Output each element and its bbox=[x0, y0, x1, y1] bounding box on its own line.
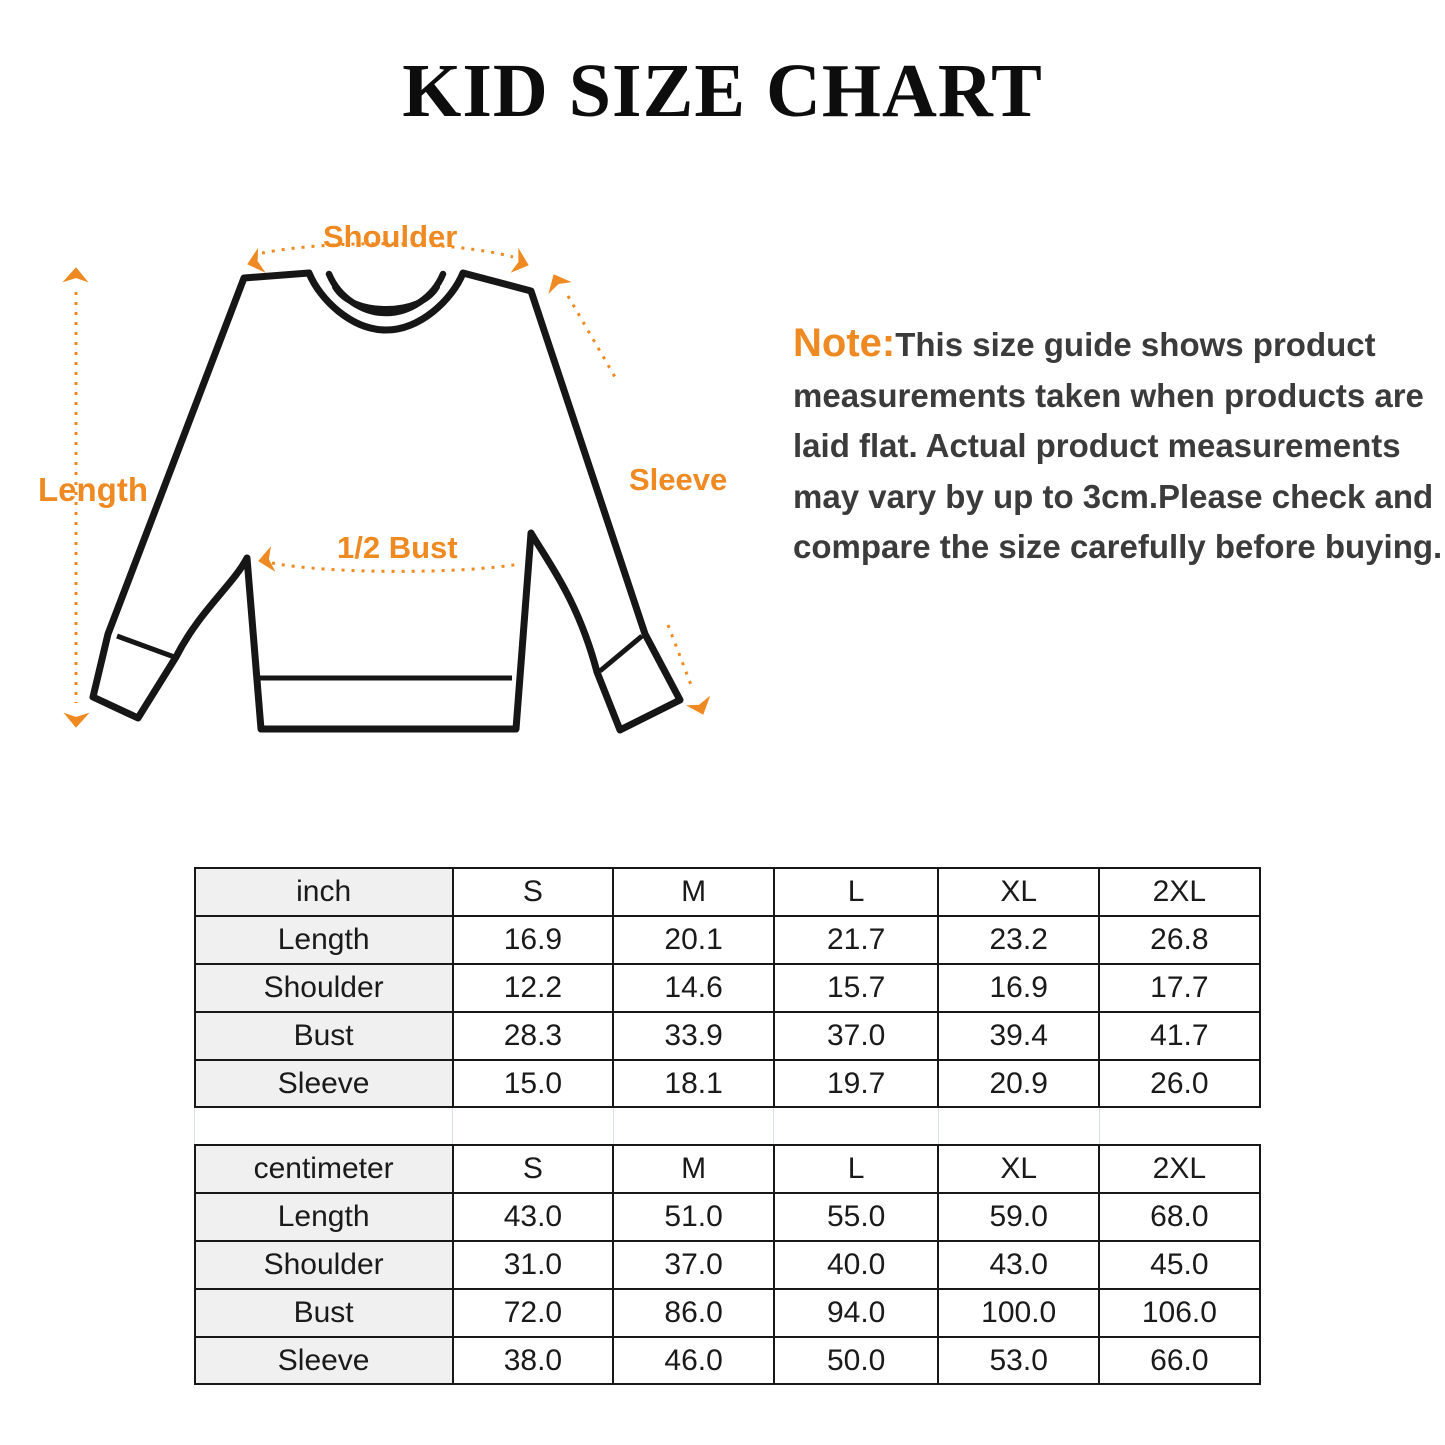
svg-text:Sleeve: Sleeve bbox=[629, 462, 727, 497]
svg-text:Length: Length bbox=[38, 471, 148, 508]
svg-text:Shoulder: Shoulder bbox=[323, 219, 457, 254]
svg-text:1/2 Bust: 1/2 Bust bbox=[337, 530, 458, 565]
